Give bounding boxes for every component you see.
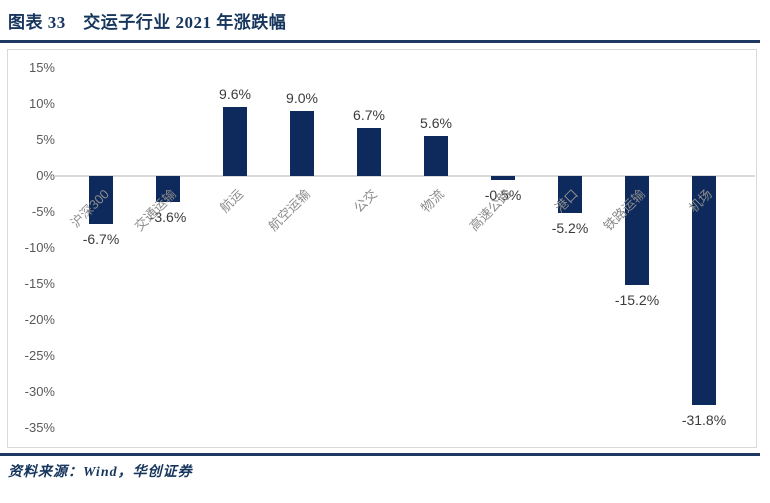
bar bbox=[424, 135, 448, 176]
figure-title: 图表 33 交运子行业 2021 年涨跌幅 bbox=[8, 13, 287, 32]
bar bbox=[357, 127, 381, 176]
y-axis-tick-label: -5% bbox=[31, 204, 55, 219]
y-axis-tick-label: -25% bbox=[24, 348, 55, 363]
y-axis-tick-label: -15% bbox=[24, 276, 55, 291]
data-label: 9.0% bbox=[286, 90, 318, 107]
y-axis-tick-label: -30% bbox=[24, 384, 55, 399]
bar bbox=[491, 176, 515, 180]
data-label: -3.6% bbox=[149, 208, 187, 225]
source-note: 资料来源：Wind，华创证券 bbox=[8, 465, 193, 480]
data-label: -15.2% bbox=[614, 292, 660, 309]
data-label: 6.7% bbox=[353, 106, 385, 123]
title-divider-rule bbox=[0, 40, 760, 43]
y-axis-tick-label: 15% bbox=[28, 60, 55, 75]
bar bbox=[223, 106, 247, 176]
data-label: -31.8% bbox=[681, 411, 727, 428]
bar bbox=[156, 176, 180, 202]
chart-plot-area: 15% 10% 5% 0% -5% -10% -15% -20% -25% -30% -35% -6.… bbox=[7, 49, 757, 448]
footer-divider-rule bbox=[0, 453, 760, 456]
y-axis-tick-label: -10% bbox=[24, 240, 55, 255]
bar bbox=[625, 176, 649, 286]
y-axis-tick-label: 0% bbox=[36, 168, 55, 183]
data-label: 5.6% bbox=[420, 114, 452, 131]
y-axis-tick-label: 10% bbox=[28, 96, 55, 111]
zero-axis-line bbox=[55, 175, 755, 177]
data-label: 9.6% bbox=[219, 85, 251, 102]
data-label: -0.5% bbox=[484, 186, 522, 203]
bar bbox=[290, 111, 314, 176]
data-label: -5.2% bbox=[551, 220, 589, 237]
y-axis-tick-label: 5% bbox=[36, 132, 55, 147]
y-axis-tick-label: -20% bbox=[24, 312, 55, 327]
bar bbox=[89, 176, 113, 225]
y-axis-tick-label: -35% bbox=[24, 420, 55, 435]
bar bbox=[558, 176, 582, 214]
bar bbox=[692, 176, 716, 405]
data-label: -6.7% bbox=[82, 231, 120, 248]
